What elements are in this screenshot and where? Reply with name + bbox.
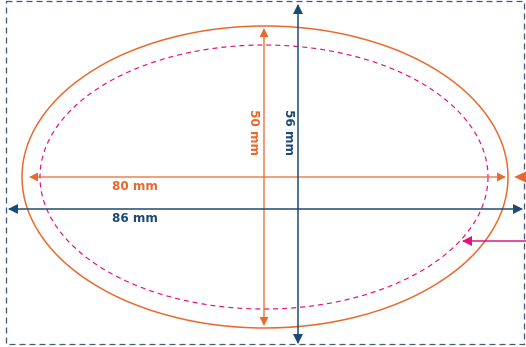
inner-height-label: 50 mm <box>248 110 262 156</box>
cut-line-pointer-arrow <box>514 171 526 183</box>
inner-width-label: 80 mm <box>112 179 158 193</box>
bleed-border <box>5 0 526 346</box>
outer-height-label: 56 mm <box>283 110 297 156</box>
outer-width-label: 86 mm <box>112 211 158 225</box>
cut-line-oval <box>21 25 509 329</box>
